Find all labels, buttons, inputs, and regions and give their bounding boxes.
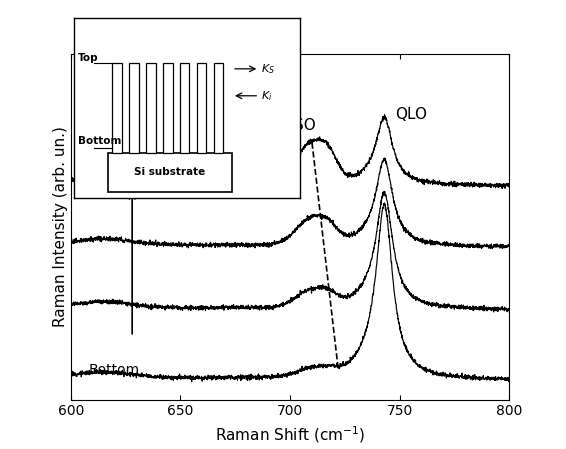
Text: $K_i$: $K_i$ [261,89,273,103]
Text: QLO: QLO [396,107,427,122]
Text: $K_S$: $K_S$ [261,62,276,76]
Bar [108,153,232,192]
Text: Si substrate: Si substrate [134,167,205,177]
Bar [197,63,207,153]
Text: Top: Top [115,163,138,177]
Y-axis label: Raman Intensity (arb. un.): Raman Intensity (arb. un.) [53,126,68,327]
X-axis label: Raman Shift (cm$^{-1}$): Raman Shift (cm$^{-1}$) [215,424,365,445]
Bar [129,63,139,153]
Bar [180,63,190,153]
Text: Bottom: Bottom [88,363,139,377]
Bar [112,63,122,153]
Text: Bottom: Bottom [78,136,122,145]
Bar [214,63,224,153]
Text: Top: Top [78,53,98,63]
Bar [146,63,156,153]
Bar [163,63,173,153]
Text: SO: SO [294,119,316,133]
